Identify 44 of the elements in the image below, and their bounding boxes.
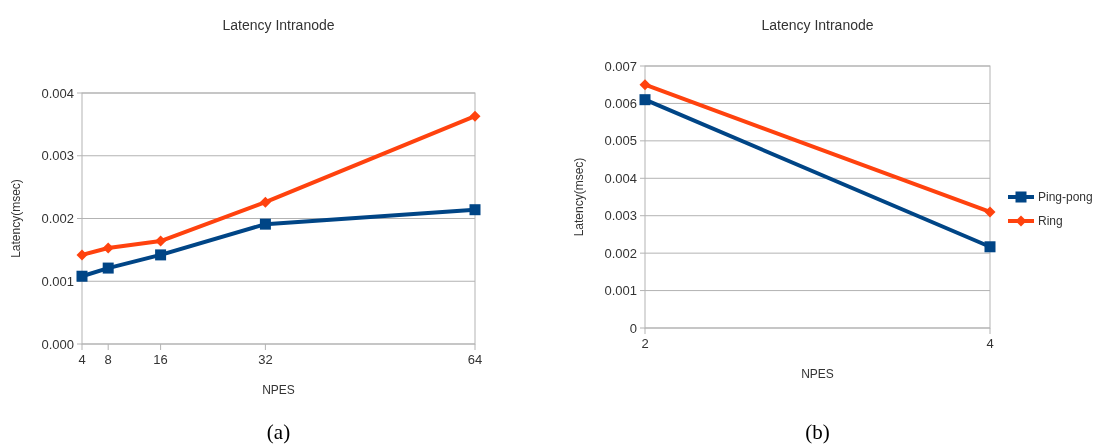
legend-label: Ping-pong bbox=[1038, 190, 1093, 205]
x-tick-label: 4 bbox=[78, 352, 86, 367]
x-tick-label: 2 bbox=[641, 336, 649, 351]
y-tick-label: 0.007 bbox=[604, 58, 637, 74]
point bbox=[469, 204, 481, 216]
point bbox=[469, 110, 481, 122]
y-tick-label: 0.005 bbox=[604, 133, 637, 149]
text: (b) bbox=[805, 420, 830, 444]
y-tick-label: 0.001 bbox=[41, 273, 74, 289]
point bbox=[259, 196, 271, 208]
y-tick-label: 0.001 bbox=[604, 283, 637, 299]
point bbox=[76, 249, 88, 261]
x-tick-label: 32 bbox=[258, 352, 273, 367]
y-tick-label: 0.004 bbox=[41, 85, 74, 101]
chart-title: Latency Intranode bbox=[222, 17, 335, 33]
y-axis-title: Latency(msec) bbox=[572, 157, 586, 237]
x-axis-title: NPES bbox=[801, 367, 834, 381]
y-tick-label: 0.006 bbox=[604, 95, 637, 111]
point bbox=[259, 218, 271, 230]
y-tick-label: 0.002 bbox=[604, 245, 637, 261]
y-tick-label: 0.004 bbox=[604, 170, 637, 186]
legend-label: Ring bbox=[1038, 214, 1063, 229]
point bbox=[155, 249, 167, 261]
point bbox=[984, 241, 996, 253]
x-tick-label: 4 bbox=[986, 336, 994, 351]
y-tick-label: 0.003 bbox=[41, 148, 74, 164]
x-tick-label: 8 bbox=[104, 352, 112, 367]
point bbox=[102, 242, 114, 254]
point bbox=[639, 94, 651, 106]
chart-title: Latency Intranode bbox=[761, 17, 874, 33]
x-axis-title: NPES bbox=[262, 383, 295, 397]
y-axis-title: Latency(msec) bbox=[9, 179, 23, 258]
point bbox=[984, 206, 996, 218]
point bbox=[155, 235, 167, 247]
y-tick-label: 0 bbox=[629, 320, 637, 336]
x-tick-label: 16 bbox=[153, 352, 168, 367]
y-tick-label: 0.000 bbox=[41, 336, 74, 352]
point bbox=[76, 270, 88, 282]
y-tick-label: 0.002 bbox=[41, 211, 74, 227]
y-tick-label: 0.003 bbox=[604, 208, 637, 224]
text: (a) bbox=[266, 420, 291, 444]
x-tick-label: 64 bbox=[467, 352, 483, 367]
point bbox=[102, 262, 114, 274]
point bbox=[639, 79, 651, 91]
